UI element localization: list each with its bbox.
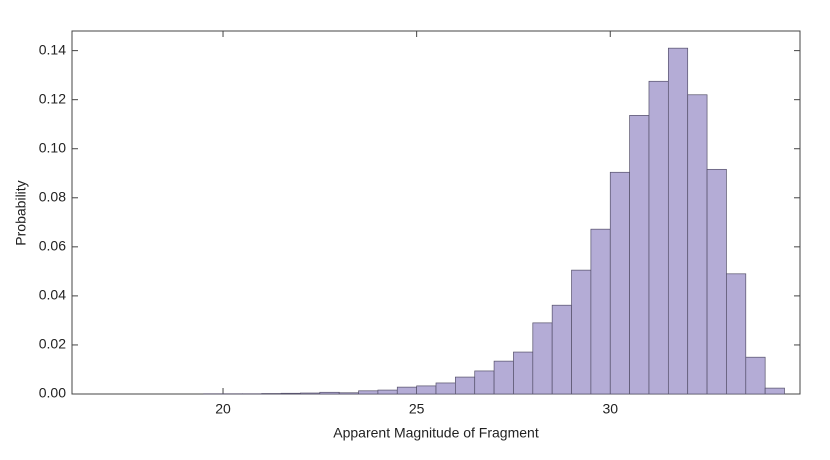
bar <box>475 371 494 394</box>
y-axis-label: Probability <box>13 180 29 245</box>
bar <box>300 393 319 394</box>
bar <box>378 390 397 394</box>
y-tick-label: 0.12 <box>39 90 66 106</box>
y-tick-label: 0.02 <box>39 336 66 352</box>
bar <box>726 274 745 394</box>
bar <box>494 361 513 394</box>
y-tick-label: 0.04 <box>39 287 66 303</box>
bar <box>668 48 687 394</box>
bar <box>746 357 765 394</box>
bar <box>455 377 474 394</box>
bar <box>707 169 726 394</box>
bar <box>765 388 784 394</box>
bar <box>649 81 668 394</box>
bar <box>533 323 552 394</box>
bar <box>359 391 378 394</box>
bar <box>436 383 455 394</box>
y-tick-label: 0.08 <box>39 188 66 204</box>
x-tick-label: 25 <box>409 401 425 417</box>
bar <box>397 387 416 394</box>
bar <box>591 229 610 394</box>
x-tick-label: 20 <box>215 401 231 417</box>
bar <box>572 270 591 394</box>
x-tick-label: 30 <box>602 401 618 417</box>
bar <box>630 115 649 394</box>
y-tick-label: 0.00 <box>39 385 66 401</box>
bar <box>339 393 358 394</box>
bar <box>610 172 629 394</box>
y-tick-label: 0.14 <box>39 41 66 57</box>
bar <box>320 392 339 394</box>
bar <box>417 386 436 394</box>
bar <box>513 352 532 394</box>
y-tick-label: 0.10 <box>39 139 66 155</box>
bar <box>688 95 707 394</box>
bar <box>281 393 300 394</box>
x-axis-label: Apparent Magnitude of Fragment <box>333 425 539 441</box>
y-tick-label: 0.06 <box>39 238 66 254</box>
bar <box>552 305 571 394</box>
